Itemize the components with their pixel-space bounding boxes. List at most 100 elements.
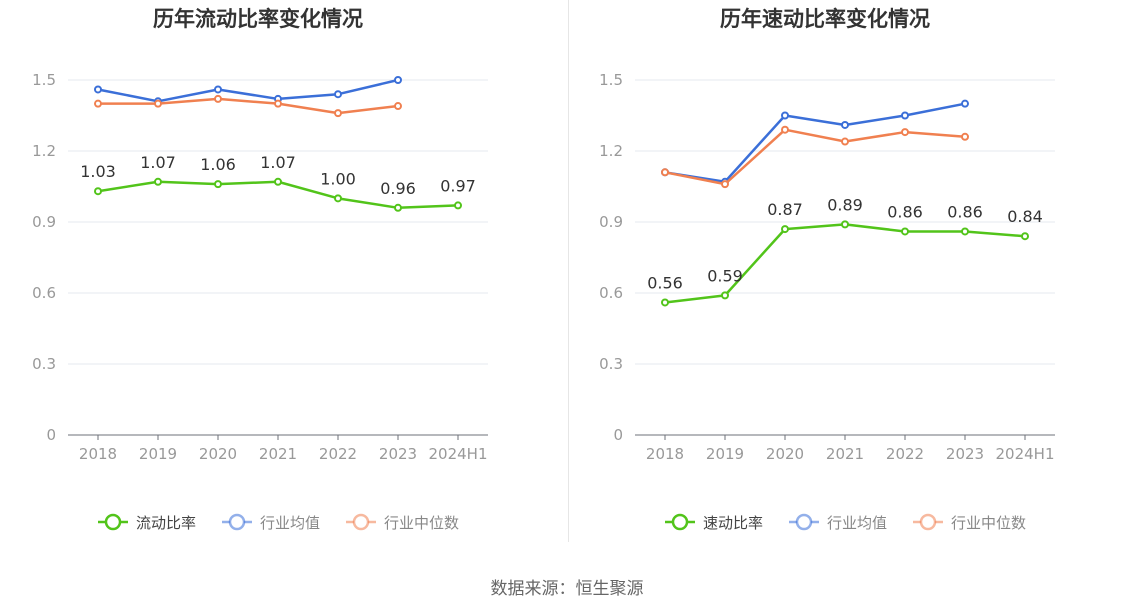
current-ratio-data-label: 0.97 bbox=[440, 176, 476, 195]
quick-ratio-data-label: 0.56 bbox=[647, 273, 683, 292]
current-ratio-y-tick-label: 0.3 bbox=[32, 355, 56, 373]
data-source-note: 数据来源：恒生聚源 bbox=[490, 579, 644, 599]
quick-ratio-series-point-2 bbox=[781, 125, 789, 134]
quick-ratio-series-point-2 bbox=[661, 168, 669, 177]
quick-ratio-y-tick-label: 0.3 bbox=[599, 355, 623, 373]
current-ratio-series-point-1 bbox=[94, 85, 102, 94]
quick-ratio-series-point-0 bbox=[1021, 232, 1029, 241]
current-ratio-legend-item-2[interactable]: 行业中位数 bbox=[346, 513, 459, 532]
quick-ratio-data-label: 0.86 bbox=[887, 202, 923, 221]
quick-ratio-chart: 历年速动比率变化情况 0 0.3 0.6 0.9 1.2 1.5 2018 2019 2020 20… bbox=[567, 0, 1134, 560]
current-ratio-series-point-1 bbox=[394, 76, 402, 84]
current-ratio-series-line-1 bbox=[97, 78, 399, 103]
quick-ratio-x-tick-label: 2018 bbox=[646, 445, 684, 463]
quick-ratio-x-tick-label: 2023 bbox=[946, 445, 984, 463]
quick-ratio-y-tick-label: 0.6 bbox=[599, 284, 623, 302]
current-ratio-legend-marker bbox=[228, 513, 246, 531]
current-ratio-data-label: 1.03 bbox=[80, 162, 116, 181]
current-ratio-y-tick-label: 0.9 bbox=[32, 213, 56, 231]
current-ratio-series-point-0 bbox=[154, 177, 162, 186]
current-ratio-series-point-1 bbox=[214, 85, 222, 94]
quick-ratio-x-tick-label: 2020 bbox=[766, 445, 804, 463]
quick-ratio-legend-label: 行业均值 bbox=[827, 514, 887, 532]
current-ratio-series-line-2 bbox=[98, 97, 399, 115]
current-ratio-y-tick-label: 1.2 bbox=[32, 142, 56, 160]
current-ratio-series-point-2 bbox=[334, 109, 342, 118]
current-ratio-x-tick-label: 2018 bbox=[79, 445, 117, 463]
current-ratio-legend-label: 行业中位数 bbox=[384, 514, 459, 532]
quick-ratio-legend-item-1[interactable]: 行业均值 bbox=[789, 513, 887, 532]
current-ratio-x-tick-label: 2021 bbox=[259, 445, 297, 463]
current-ratio-series-point-2 bbox=[214, 94, 222, 103]
current-ratio-series-point-0 bbox=[94, 187, 102, 196]
current-ratio-series-point-1 bbox=[334, 90, 342, 99]
quick-ratio-series-point-2 bbox=[961, 132, 969, 141]
quick-ratio-series-point-1 bbox=[841, 120, 849, 129]
current-ratio-legend-label: 行业均值 bbox=[260, 514, 320, 532]
current-ratio-series-point-0 bbox=[394, 203, 402, 212]
quick-ratio-series-point-0 bbox=[961, 227, 969, 236]
quick-ratio-legend-marker bbox=[919, 513, 937, 531]
quick-ratio-data-label: 0.87 bbox=[767, 200, 803, 219]
quick-ratio-data-label: 0.84 bbox=[1007, 207, 1043, 226]
current-ratio-series-point-0 bbox=[214, 180, 222, 189]
current-ratio-data-label: 0.96 bbox=[380, 179, 416, 198]
quick-ratio-series-point-0 bbox=[901, 227, 909, 236]
current-ratio-y-tick-label: 0 bbox=[46, 426, 56, 444]
quick-ratio-legend-marker bbox=[671, 513, 689, 531]
quick-ratio-data-label: 0.86 bbox=[947, 202, 983, 221]
current-ratio-x-tick-label: 2020 bbox=[199, 445, 237, 463]
quick-ratio-series-line-0 bbox=[664, 223, 1026, 304]
current-ratio-series-point-0 bbox=[454, 201, 462, 210]
quick-ratio-legend-marker bbox=[795, 513, 813, 531]
current-ratio-series-point-2 bbox=[154, 99, 162, 108]
quick-ratio-series-point-0 bbox=[661, 298, 669, 307]
current-ratio-legend-label: 流动比率 bbox=[136, 514, 196, 532]
current-ratio-data-label: 1.07 bbox=[140, 153, 176, 172]
quick-ratio-x-tick-label: 2021 bbox=[826, 445, 864, 463]
quick-ratio-legend-item-0[interactable]: 速动比率 bbox=[665, 513, 763, 532]
quick-ratio-x-tick-label: 2019 bbox=[706, 445, 744, 463]
current-ratio-series-point-2 bbox=[94, 99, 102, 108]
quick-ratio-x-tick-label: 2022 bbox=[886, 445, 924, 463]
quick-ratio-data-label: 0.59 bbox=[707, 266, 743, 285]
current-ratio-y-tick-label: 1.5 bbox=[32, 71, 56, 89]
quick-ratio-y-tick-label: 0 bbox=[613, 426, 623, 444]
quick-ratio-x-tick-label: 2024H1 bbox=[996, 445, 1055, 463]
quick-ratio-series-point-2 bbox=[901, 128, 909, 137]
quick-ratio-data-label: 0.89 bbox=[827, 195, 863, 214]
quick-ratio-series-point-2 bbox=[841, 137, 849, 146]
current-ratio-x-tick-label: 2024H1 bbox=[429, 445, 488, 463]
current-ratio-title: 历年流动比率变化情况 bbox=[153, 7, 363, 31]
quick-ratio-series-point-0 bbox=[841, 220, 849, 229]
current-ratio-chart-svg: 历年流动比率变化情况 0 0.3 0.6 0.9 1.2 1.5 2018 2019 2020 20… bbox=[32, 7, 488, 532]
quick-ratio-legend-item-2[interactable]: 行业中位数 bbox=[913, 513, 1026, 532]
current-ratio-series-point-2 bbox=[394, 102, 402, 111]
quick-ratio-series-point-1 bbox=[781, 111, 789, 120]
panel-divider bbox=[568, 0, 569, 542]
quick-ratio-legend-label: 行业中位数 bbox=[951, 514, 1026, 532]
quick-ratio-title: 历年速动比率变化情况 bbox=[720, 7, 930, 31]
current-ratio-series-point-0 bbox=[334, 194, 342, 203]
current-ratio-data-label: 1.06 bbox=[200, 155, 236, 174]
current-ratio-series-point-2 bbox=[274, 99, 282, 108]
quick-ratio-series-point-2 bbox=[721, 180, 729, 189]
current-ratio-x-tick-label: 2023 bbox=[379, 445, 417, 463]
quick-ratio-y-tick-label: 0.9 bbox=[599, 213, 623, 231]
quick-ratio-y-tick-label: 1.2 bbox=[599, 142, 623, 160]
quick-ratio-series-point-0 bbox=[721, 291, 729, 300]
quick-ratio-legend-label: 速动比率 bbox=[703, 514, 763, 532]
quick-ratio-series-point-1 bbox=[901, 111, 909, 120]
quick-ratio-series-point-1 bbox=[961, 99, 969, 108]
current-ratio-data-label: 1.07 bbox=[260, 153, 296, 172]
current-ratio-x-tick-label: 2022 bbox=[319, 445, 357, 463]
quick-ratio-series-line-2 bbox=[664, 128, 966, 186]
current-ratio-y-tick-label: 0.6 bbox=[32, 284, 56, 302]
current-ratio-chart: 历年流动比率变化情况 0 0.3 0.6 0.9 1.2 1.5 2018 2019 2020 20… bbox=[0, 0, 567, 560]
current-ratio-legend-item-0[interactable]: 流动比率 bbox=[98, 513, 196, 532]
current-ratio-legend-item-1[interactable]: 行业均值 bbox=[222, 513, 320, 532]
current-ratio-x-tick-label: 2019 bbox=[139, 445, 177, 463]
current-ratio-data-label: 1.00 bbox=[320, 169, 356, 188]
quick-ratio-y-tick-label: 1.5 bbox=[599, 71, 623, 89]
quick-ratio-series-line-1 bbox=[664, 102, 966, 184]
